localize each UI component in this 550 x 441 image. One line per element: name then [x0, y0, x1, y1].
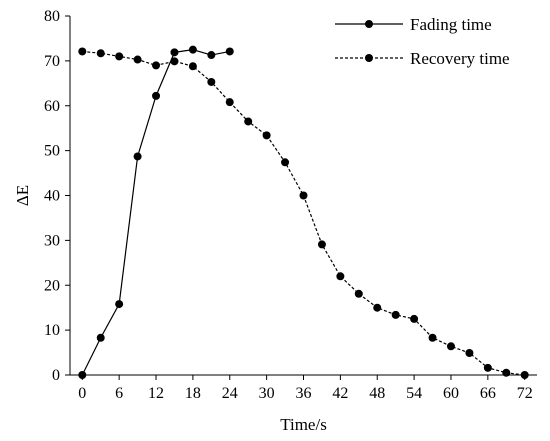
data-point: [78, 371, 87, 379]
x-tick-label: 72: [517, 385, 533, 402]
data-point: [188, 62, 197, 71]
data-point: [317, 240, 326, 249]
x-tick-label: 24: [222, 385, 238, 402]
legend-label: Recovery time: [410, 49, 510, 68]
data-point: [96, 333, 105, 342]
x-tick-label: 48: [369, 385, 385, 402]
legend-label: Fading time: [410, 15, 492, 34]
x-tick-label: 60: [443, 385, 459, 402]
x-axis-label: Time/s: [280, 415, 327, 434]
data-point: [78, 47, 87, 56]
data-point: [152, 61, 161, 70]
data-point: [299, 191, 308, 200]
series-line: [82, 50, 525, 376]
legend-marker: [365, 20, 373, 28]
data-point: [170, 48, 179, 57]
y-tick-label: 40: [44, 188, 60, 205]
data-point: [336, 272, 345, 281]
data-point: [373, 303, 382, 312]
y-tick-label: 20: [44, 277, 60, 294]
series-fading-time: [78, 45, 234, 379]
data-point: [170, 57, 179, 66]
y-tick-label: 60: [44, 98, 60, 115]
chart-series: [78, 45, 529, 379]
y-tick-label: 10: [44, 322, 60, 339]
data-point: [262, 131, 271, 140]
x-tick-label: 0: [78, 385, 86, 402]
data-point: [133, 55, 142, 64]
data-point: [391, 310, 400, 319]
y-tick-label: 30: [44, 232, 60, 249]
x-tick-label: 6: [115, 385, 123, 402]
chart-legend: Fading time Recovery time: [335, 15, 510, 68]
data-point: [96, 49, 105, 58]
data-point: [483, 363, 492, 372]
x-tick-label: 30: [259, 385, 275, 402]
data-point: [281, 158, 290, 167]
x-tick-label: 42: [332, 385, 348, 402]
x-tick-label: 12: [148, 385, 164, 402]
y-tick-label: 70: [44, 53, 60, 70]
x-tick-label: 66: [480, 385, 496, 402]
y-axis-label: ΔE: [13, 185, 32, 206]
x-tick-label: 18: [185, 385, 201, 402]
data-point: [133, 152, 142, 161]
data-point: [410, 314, 419, 323]
data-point: [520, 371, 529, 379]
y-tick-label: 50: [44, 143, 60, 160]
data-point: [188, 45, 197, 54]
data-point: [207, 77, 216, 86]
data-point: [115, 52, 124, 61]
series-recovery-time: [78, 47, 529, 379]
data-point: [225, 98, 234, 107]
data-point: [465, 349, 474, 358]
data-point: [428, 333, 437, 342]
legend-item: Recovery time: [335, 49, 510, 68]
y-tick-label: 0: [52, 367, 60, 384]
legend-item: Fading time: [335, 15, 492, 34]
data-point: [152, 91, 161, 100]
data-point: [446, 342, 455, 351]
chart-ticks: 0 10 20 30 40 50 60 70 80 0 6 12 18 24 30 36 42 48 54 60 66 7…: [44, 8, 533, 402]
data-point: [502, 368, 511, 377]
x-tick-label: 54: [406, 385, 422, 402]
data-point: [225, 47, 234, 56]
legend-marker: [365, 54, 373, 62]
data-point: [244, 117, 253, 126]
data-point: [115, 300, 124, 309]
y-tick-label: 80: [44, 8, 60, 25]
data-point: [354, 289, 363, 298]
x-tick-label: 36: [296, 385, 312, 402]
data-point: [207, 51, 216, 60]
